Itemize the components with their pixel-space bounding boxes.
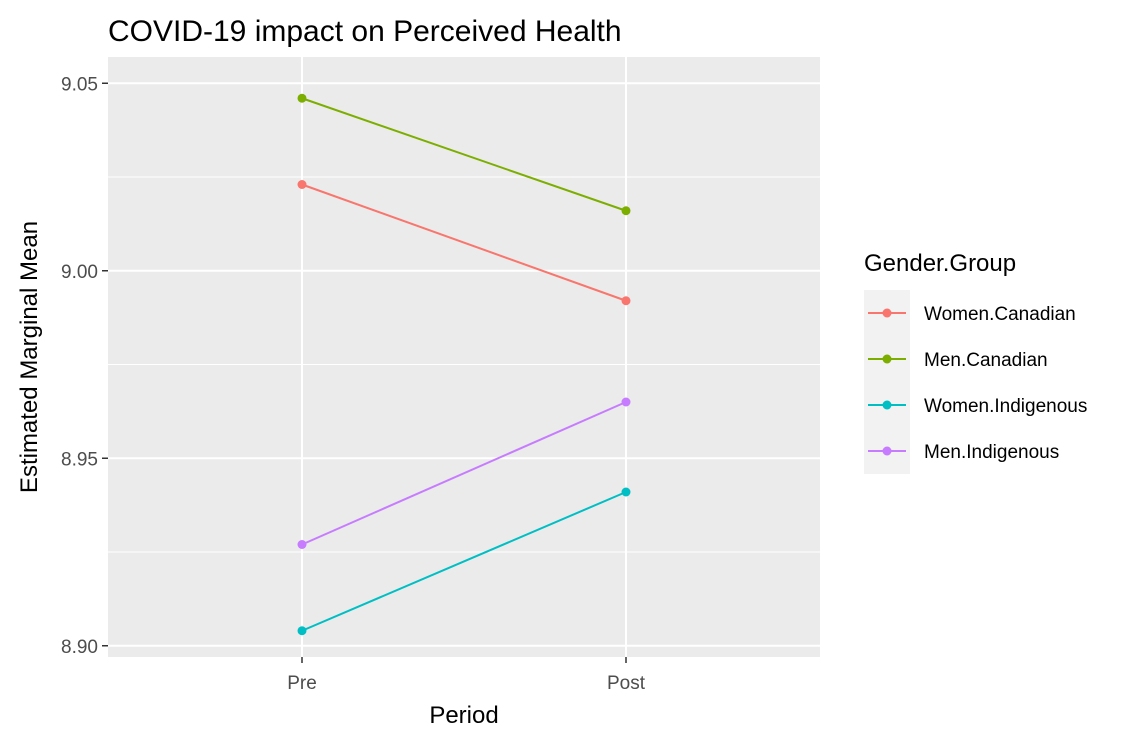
series-line bbox=[301, 183, 627, 302]
data-point bbox=[621, 206, 631, 216]
x-axis-title: Period bbox=[429, 702, 498, 729]
legend-key-point bbox=[882, 308, 892, 318]
legend-item: Men.Canadian bbox=[864, 336, 1048, 382]
y-tick-label: 9.05 bbox=[61, 74, 98, 95]
series-line bbox=[301, 491, 627, 632]
legend-label: Women.Indigenous bbox=[924, 396, 1087, 417]
legend-key-point bbox=[882, 354, 892, 364]
legend-items: Women.Canadian Men.Canadian Women.Indigeno… bbox=[864, 290, 1087, 474]
data-point bbox=[621, 397, 631, 407]
legend-label: Women.Canadian bbox=[924, 304, 1076, 325]
plot-panel bbox=[108, 57, 820, 657]
legend-label: Men.Indigenous bbox=[924, 442, 1059, 463]
series-line bbox=[301, 97, 627, 212]
legend: Gender.Group Women.CanadianMen.CanadianW… bbox=[864, 250, 1087, 474]
data-point bbox=[297, 93, 307, 103]
legend-label: Men.Canadian bbox=[924, 350, 1048, 371]
legend-item: Men.Indigenous bbox=[864, 428, 1059, 474]
data-point bbox=[621, 487, 631, 497]
y-tick-label: 8.95 bbox=[61, 449, 98, 470]
y-tick-label: 8.90 bbox=[61, 637, 98, 658]
axis-ticks bbox=[102, 82, 627, 663]
legend-key-point bbox=[882, 446, 892, 456]
series bbox=[297, 93, 631, 216]
series bbox=[297, 397, 631, 549]
series-layer bbox=[297, 93, 631, 636]
data-point bbox=[297, 180, 307, 189]
legend-key-point bbox=[882, 400, 892, 410]
legend-item: Women.Canadian bbox=[864, 290, 1076, 336]
x-tick-label: Post bbox=[607, 673, 646, 694]
data-point bbox=[297, 540, 307, 549]
legend-title: Gender.Group bbox=[864, 250, 1016, 277]
grid-major bbox=[108, 57, 820, 657]
x-tick-label: Pre bbox=[287, 673, 317, 694]
data-point bbox=[621, 296, 631, 306]
legend-item: Women.Indigenous bbox=[864, 382, 1087, 428]
axis-tick-labels: 8.90 8.95 9.00 9.05 Pre Post bbox=[61, 74, 646, 694]
y-tick-label: 9.00 bbox=[61, 262, 98, 283]
chart-title: COVID-19 impact on Perceived Health bbox=[108, 15, 622, 48]
grid-minor bbox=[108, 176, 820, 553]
y-axis-title: Estimated Marginal Mean bbox=[16, 221, 43, 493]
data-point bbox=[297, 626, 307, 636]
series bbox=[297, 180, 631, 306]
series-line bbox=[301, 401, 627, 546]
series bbox=[297, 487, 631, 636]
